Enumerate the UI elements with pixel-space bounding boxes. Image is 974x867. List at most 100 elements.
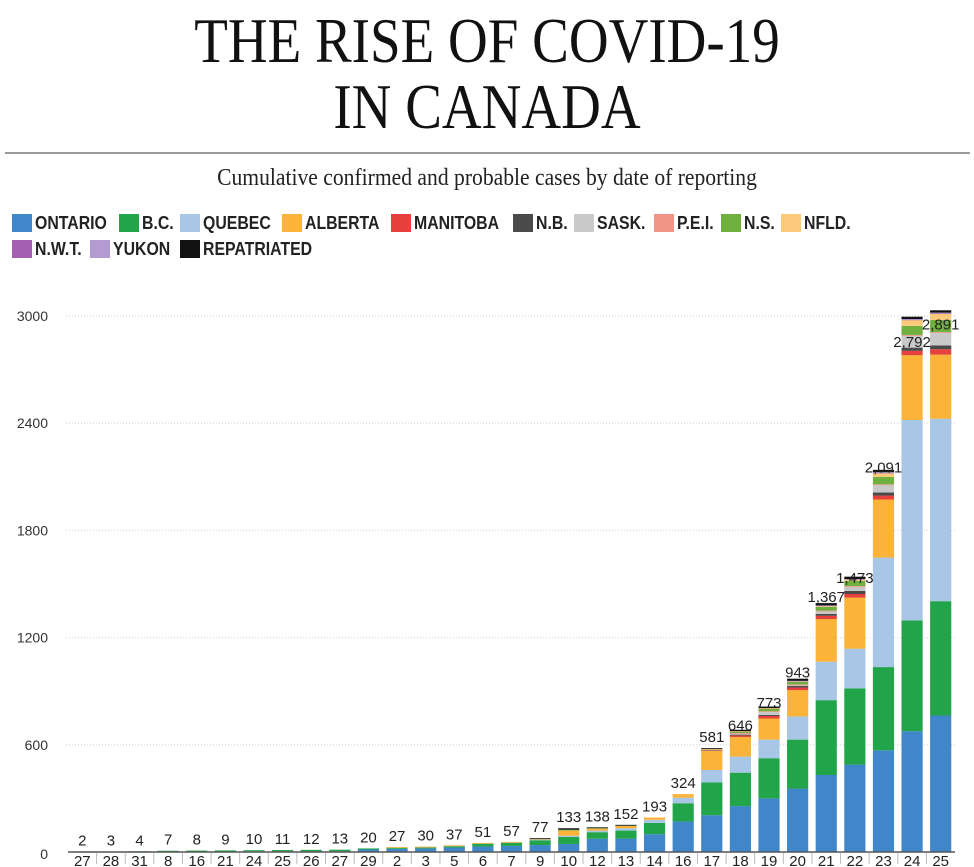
legend-label: N.W.T. xyxy=(35,238,82,259)
x-tick-label: 27 xyxy=(331,853,348,867)
bar-segment-alberta xyxy=(901,355,923,420)
legend-label: SASK. xyxy=(597,212,646,233)
legend-swatch xyxy=(720,214,741,232)
bar-segment-bc xyxy=(357,848,380,850)
legend-swatch xyxy=(118,214,139,232)
x-tick-label: 20 xyxy=(789,853,806,867)
bar-segment-quebec xyxy=(701,769,723,783)
legend-item: MANITOBA xyxy=(391,213,505,234)
bar-segment-nb xyxy=(930,345,952,350)
x-tick-label: 31 xyxy=(131,853,148,867)
total-label: 4 xyxy=(135,832,143,849)
bar-stack xyxy=(758,706,780,852)
bar-segment-nfld xyxy=(844,579,866,581)
bar-segment-bc xyxy=(243,850,265,852)
bar-segment-repatriated xyxy=(701,748,723,749)
legend-swatch xyxy=(179,214,200,232)
bar-segment-bc xyxy=(787,739,809,789)
y-axis: 0 600 1200 1800 2400 3000 xyxy=(17,308,48,862)
total-label: 37 xyxy=(446,826,463,843)
bar-segment-ns xyxy=(872,476,895,485)
bar-segment-bc xyxy=(157,850,179,852)
bar-segment-repatriated xyxy=(758,706,780,709)
bar-segment-repatriated xyxy=(844,576,866,579)
legend-item: N.B. xyxy=(513,213,568,234)
bar-segment-quebec xyxy=(643,819,666,823)
bars xyxy=(71,310,952,853)
bar-segment-sask xyxy=(787,684,809,687)
bar-segment-bc xyxy=(386,847,408,849)
total-label: 2,091 xyxy=(865,459,903,476)
y-tick-label: 2400 xyxy=(17,415,48,431)
bar-segment-nfld xyxy=(729,731,751,733)
chart-title: THE RISE OF COVID-19 IN CANADA xyxy=(68,8,906,140)
total-label: 773 xyxy=(757,695,782,712)
bar-segment-bc xyxy=(500,842,523,846)
legend-label: YUKON xyxy=(113,238,171,259)
bar-segment-repatriated xyxy=(558,828,580,830)
bar-segment-manitoba xyxy=(844,594,866,598)
total-label: 1,473 xyxy=(836,570,874,587)
x-tick-label: 24 xyxy=(246,853,263,867)
bar-segment-quebec xyxy=(586,830,608,833)
bar-segment-ontario xyxy=(729,806,751,852)
bar-segment-alberta xyxy=(443,845,465,847)
bar-segment-bc xyxy=(586,832,608,839)
legend-item: B.C. xyxy=(118,213,173,234)
bar-segment-bc xyxy=(844,688,866,765)
bar-segment-pei xyxy=(901,334,923,336)
bar-segment-nfld xyxy=(872,472,895,477)
bar-segment-bc xyxy=(443,845,465,848)
bar-segment-quebec xyxy=(615,828,637,831)
bar-segment-nb xyxy=(729,734,751,736)
legend-swatch xyxy=(391,214,412,232)
chart-title-line-1: THE RISE OF COVID-19 xyxy=(194,5,780,76)
bar-segment-ns xyxy=(558,829,580,831)
bar-segment-manitoba xyxy=(872,495,895,500)
bar-segment-alberta xyxy=(815,619,837,662)
bar-segment-sask xyxy=(930,332,952,346)
bar-segment-sask xyxy=(872,484,895,493)
x-tick-label: 28 xyxy=(103,853,120,867)
bar-segment-yukon xyxy=(901,319,923,320)
bar-segment-bc xyxy=(701,782,723,816)
bar-segment-repatriated xyxy=(529,838,551,840)
bar-segment-yukon xyxy=(872,472,895,473)
x-tick-label: 26 xyxy=(303,853,320,867)
total-label: 10 xyxy=(246,831,263,848)
legend-item: REPATRIATED xyxy=(180,239,321,260)
bar-segment-ontario xyxy=(415,848,437,852)
title-divider xyxy=(5,152,970,154)
bar-stack xyxy=(529,838,551,852)
legend-row: N.W.T. YUKON REPATRIATED xyxy=(12,236,912,262)
bar-stack xyxy=(930,310,952,852)
bar-segment-alberta xyxy=(872,499,895,558)
total-label: 3 xyxy=(107,832,115,849)
bar-segment-ns xyxy=(729,731,751,734)
legend-swatch xyxy=(780,214,801,232)
bar-segment-manitoba xyxy=(930,349,952,355)
bar-segment-bc xyxy=(272,850,294,852)
bar-segment-bc xyxy=(415,846,437,849)
bar-segment-bc xyxy=(329,849,351,852)
legend-swatch xyxy=(574,214,595,232)
legend-swatch xyxy=(513,214,534,232)
legend-label: NFLD. xyxy=(803,212,851,233)
bar-segment-bc xyxy=(558,836,580,844)
legend-swatch xyxy=(281,214,302,232)
bar-segment-pei xyxy=(872,484,895,486)
total-label: 133 xyxy=(556,809,581,826)
x-tick-label: 24 xyxy=(904,853,921,867)
bar-segment-sask xyxy=(901,335,923,348)
legend-label: REPATRIATED xyxy=(203,238,313,259)
bar-segment-alberta xyxy=(558,830,580,836)
bar-segment-pei xyxy=(787,684,809,686)
bar-segment-pei xyxy=(815,610,837,612)
bar-segment-ns xyxy=(930,319,952,333)
bar-segment-pei xyxy=(701,749,723,751)
x-tick-label: 10 xyxy=(560,853,577,867)
bar-segment-ontario xyxy=(672,821,694,852)
x-tick-label: 16 xyxy=(675,853,692,867)
bar-segment-ontario xyxy=(787,788,809,852)
bar-segment-quebec xyxy=(872,557,895,668)
